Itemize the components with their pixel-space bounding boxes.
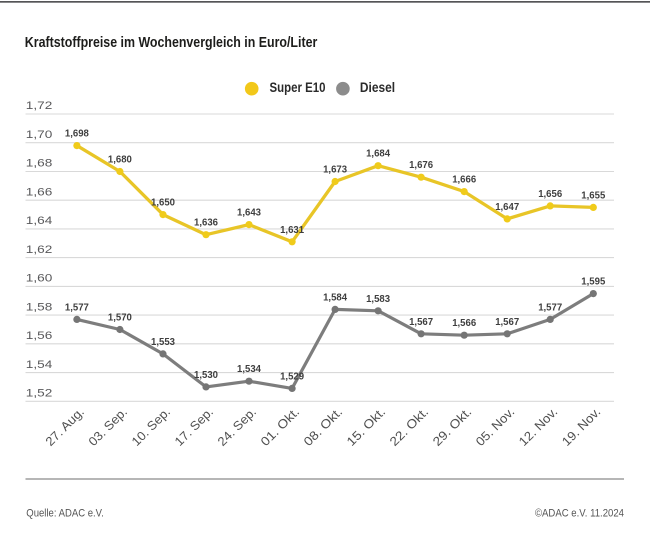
svg-text:1,680: 1,680 — [108, 155, 133, 166]
svg-text:1,666: 1,666 — [452, 175, 477, 186]
svg-text:1,54: 1,54 — [26, 359, 53, 371]
svg-text:1,684: 1,684 — [366, 149, 391, 160]
svg-text:Quelle: ADAC e.V.: Quelle: ADAC e.V. — [26, 507, 104, 519]
svg-text:1,631: 1,631 — [280, 225, 305, 236]
svg-text:1,58: 1,58 — [26, 301, 53, 313]
svg-text:Diesel: Diesel — [360, 80, 395, 95]
svg-text:1,70: 1,70 — [26, 129, 53, 141]
svg-text:1,567: 1,567 — [495, 317, 520, 328]
svg-text:1,655: 1,655 — [581, 190, 606, 201]
svg-text:1,583: 1,583 — [366, 294, 391, 305]
svg-text:1,698: 1,698 — [65, 129, 90, 140]
svg-text:1,72: 1,72 — [26, 100, 53, 112]
svg-text:Super E10: Super E10 — [270, 80, 326, 95]
svg-text:1,56: 1,56 — [26, 330, 53, 342]
svg-text:Kraftstoffpreise im Wochenverg: Kraftstoffpreise im Wochenvergleich in E… — [25, 35, 318, 51]
svg-text:©ADAC e.V. 11.2024: ©ADAC e.V. 11.2024 — [535, 507, 624, 519]
svg-text:1,673: 1,673 — [323, 165, 348, 176]
svg-text:1,577: 1,577 — [65, 302, 90, 313]
svg-text:1,584: 1,584 — [323, 292, 348, 303]
svg-text:1,534: 1,534 — [237, 364, 262, 375]
svg-text:1,676: 1,676 — [409, 160, 434, 171]
svg-text:1,52: 1,52 — [26, 388, 53, 400]
svg-text:1,643: 1,643 — [237, 208, 262, 219]
svg-text:1,566: 1,566 — [452, 318, 477, 329]
svg-text:1,529: 1,529 — [280, 371, 305, 382]
svg-text:1,66: 1,66 — [26, 186, 53, 198]
svg-text:1,60: 1,60 — [26, 273, 53, 285]
svg-text:1,553: 1,553 — [151, 337, 176, 348]
svg-text:1,570: 1,570 — [108, 313, 133, 324]
svg-text:1,530: 1,530 — [194, 370, 219, 381]
svg-text:1,62: 1,62 — [26, 244, 53, 256]
svg-text:1,636: 1,636 — [194, 218, 219, 229]
svg-text:1,650: 1,650 — [151, 198, 176, 209]
svg-text:1,577: 1,577 — [538, 302, 563, 313]
svg-text:1,68: 1,68 — [26, 158, 53, 170]
svg-text:1,567: 1,567 — [409, 317, 434, 328]
svg-text:1,656: 1,656 — [538, 189, 563, 200]
svg-text:1,595: 1,595 — [581, 277, 606, 288]
svg-text:1,64: 1,64 — [26, 215, 53, 227]
svg-text:1,647: 1,647 — [495, 202, 520, 213]
